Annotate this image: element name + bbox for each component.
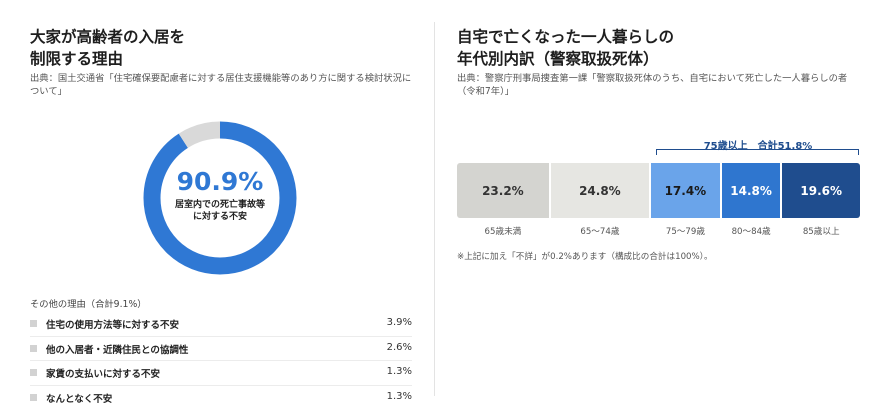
bracket-label: 75歳以上 合計51.8% [703, 141, 813, 152]
bar-value-label: 23.2% [482, 183, 524, 198]
bar-category-label: 75〜79歳 [665, 227, 705, 237]
bar-value-label: 24.8% [579, 183, 621, 198]
list-item: 他の入居者・近隣住民との協調性 2.6% [30, 337, 412, 361]
bullet-square-icon [30, 320, 37, 327]
bullet-square-icon [30, 344, 37, 352]
bar-category-label: 65〜74歳 [580, 227, 620, 237]
other-reason-label: なんとなく不安 [46, 393, 113, 405]
bar-category-label: 65歳未満 [484, 227, 522, 237]
donut-main-value: 90.9% [176, 166, 264, 196]
other-reason-value: 1.3% [386, 390, 412, 402]
stacked-bar: 23.2% 24.8% 17.4% 14.8% 19.6% [457, 163, 860, 218]
bullet-square-icon [30, 369, 37, 376]
bar-category-label: 80〜84歳 [731, 227, 771, 237]
bullet-square-icon [30, 393, 37, 401]
panel-divider [434, 22, 435, 396]
others-heading: その他の理由（合計9.1%） [30, 299, 147, 310]
bar-segment: 24.8% [550, 163, 649, 218]
other-reason-value: 2.6% [386, 341, 412, 353]
bar-segment: 14.8% [721, 163, 781, 218]
other-reason-label: 住宅の使用方法等に対する不安 [46, 320, 180, 331]
bar-segment: 17.4% [650, 163, 720, 218]
bar-value-label: 17.4% [664, 183, 707, 198]
bar-value-label: 19.6% [800, 183, 843, 198]
other-reason-label: 他の入居者・近隣住民との協調性 [46, 344, 189, 356]
left-panel: 大家が高齢者の入居を 制限する理由 出典：国土交通省「住宅確保要配慮者に対する居… [0, 0, 432, 420]
other-reason-value: 3.9% [386, 317, 412, 328]
other-reason-value: 1.3% [386, 366, 412, 377]
right-title: 自宅で亡くなった一人暮らしの 年代別内訳（警察取扱死体） [457, 28, 675, 68]
list-item: 住宅の使用方法等に対する不安 3.9% [30, 312, 412, 337]
right-panel: 自宅で亡くなった一人暮らしの 年代別内訳（警察取扱死体） 出典：警察庁刑事局捜査… [437, 0, 870, 420]
bar-value-label: 14.8% [730, 183, 772, 198]
right-source: 出典：警察庁刑事局捜査第一課「警察取扱死体のうち、自宅において死亡した一人暮らし… [457, 73, 848, 97]
bracket-line [656, 149, 859, 155]
other-reason-label: 家賃の支払いに対する不安 [46, 369, 161, 380]
donut-chart [143, 121, 297, 275]
donut-main-label: 居室内での死亡事故等に対する不安 [175, 199, 266, 222]
list-item: なんとなく不安 1.3% [30, 386, 412, 410]
left-title: 大家が高齢者の入居を 制限する理由 [30, 28, 186, 68]
bar-segment: 19.6% [782, 163, 860, 218]
left-source: 出典：国土交通省「住宅確保要配慮者に対する居住支援機能等のあり方に関する検討状況… [30, 73, 412, 97]
donut-center: 90.9% 居室内での死亡事故等に対する不安 [143, 121, 297, 275]
list-item: 家賃の支払いに対する不安 1.3% [30, 361, 412, 386]
footnote: ※上記に加え「不詳」が0.2%あります（構成比の合計は100%）。 [457, 252, 713, 262]
others-list: 住宅の使用方法等に対する不安 3.9% 他の入居者・近隣住民との協調性 2.6%… [30, 312, 412, 409]
bar-segment: 23.2% [457, 163, 549, 218]
donut-slice [143, 121, 297, 275]
bar-category-label: 85歳以上 [802, 227, 840, 237]
